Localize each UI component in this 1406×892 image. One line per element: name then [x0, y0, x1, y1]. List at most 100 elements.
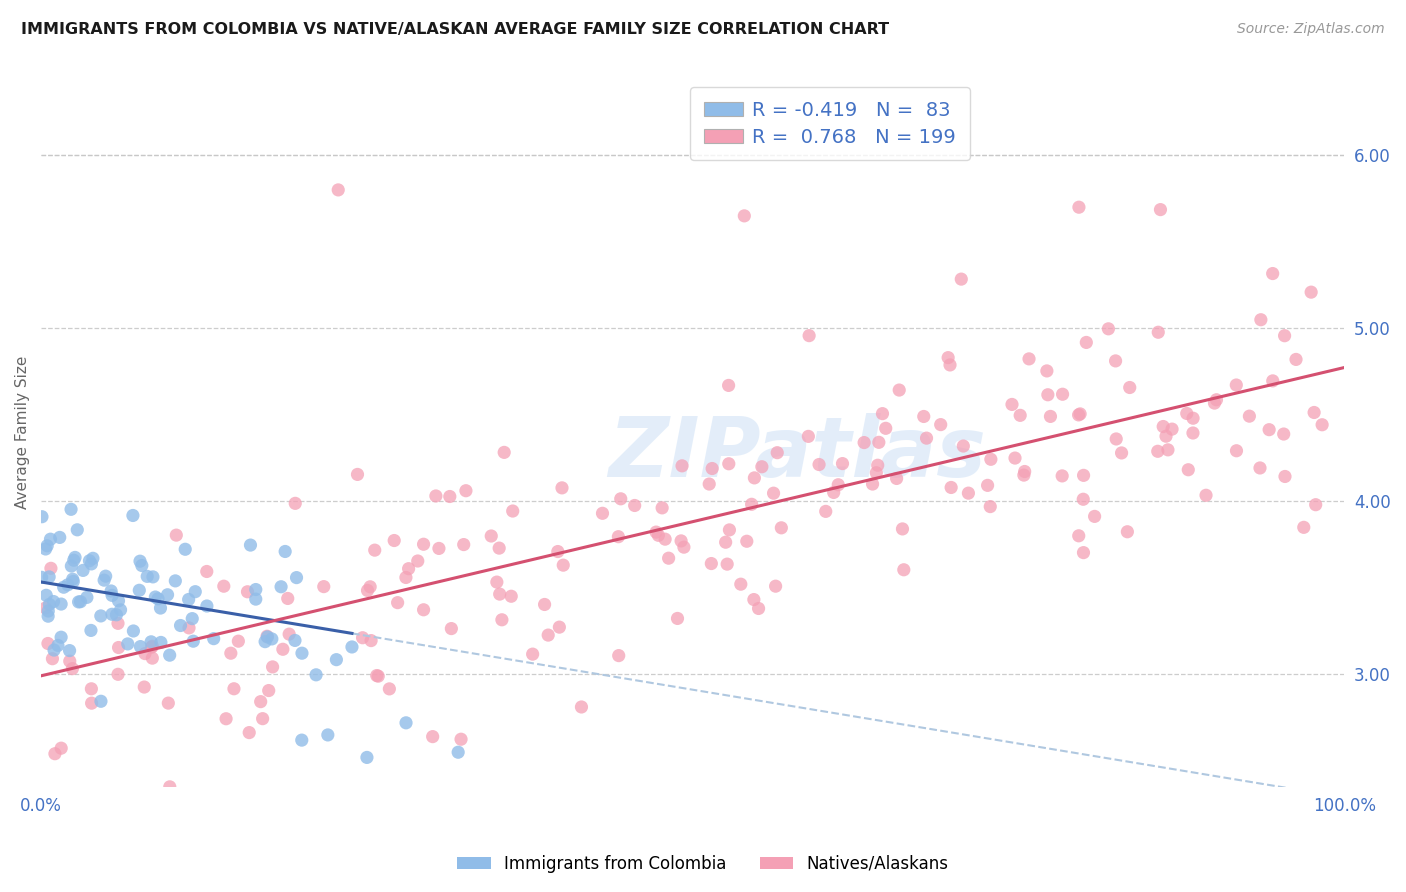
Point	[872, 407, 894, 421]
Point	[254, 634, 277, 648]
Point	[39, 532, 62, 546]
Point	[141, 640, 163, 655]
Point	[1225, 378, 1247, 392]
Point	[184, 584, 207, 599]
Point	[141, 640, 163, 654]
Point	[912, 409, 935, 424]
Text: ZIPatlas: ZIPatlas	[607, 413, 986, 494]
Point	[131, 558, 153, 573]
Point	[63, 550, 86, 565]
Point	[44, 747, 66, 761]
Point	[101, 588, 124, 602]
Point	[1119, 380, 1142, 394]
Point	[395, 715, 418, 730]
Point	[893, 563, 915, 577]
Point	[325, 653, 347, 667]
Point	[41, 651, 63, 665]
Point	[439, 490, 461, 504]
Point	[34, 541, 56, 556]
Point	[1069, 407, 1091, 421]
Point	[260, 632, 283, 646]
Point	[1175, 407, 1198, 421]
Point	[957, 486, 980, 500]
Point	[202, 632, 225, 646]
Point	[165, 528, 187, 542]
Point	[62, 574, 84, 589]
Point	[1157, 442, 1180, 457]
Point	[35, 588, 58, 602]
Point	[765, 579, 787, 593]
Point	[1084, 509, 1107, 524]
Point	[48, 530, 70, 544]
Point	[491, 613, 513, 627]
Point	[1152, 419, 1174, 434]
Point	[651, 500, 673, 515]
Point	[623, 499, 645, 513]
Point	[67, 595, 90, 609]
Point	[929, 417, 952, 432]
Point	[447, 745, 470, 759]
Point	[1104, 354, 1126, 368]
Point	[1147, 325, 1170, 339]
Point	[939, 480, 962, 494]
Point	[236, 584, 259, 599]
Point	[142, 570, 165, 584]
Point	[37, 539, 59, 553]
Point	[94, 569, 117, 583]
Point	[80, 696, 103, 710]
Point	[1272, 427, 1295, 442]
Point	[1067, 200, 1090, 214]
Point	[46, 639, 69, 653]
Point	[440, 622, 463, 636]
Point	[128, 583, 150, 598]
Point	[939, 358, 962, 372]
Point	[157, 696, 180, 710]
Point	[735, 534, 758, 549]
Point	[980, 452, 1002, 467]
Point	[1305, 498, 1327, 512]
Point	[59, 654, 82, 668]
Point	[1149, 202, 1171, 217]
Point	[453, 538, 475, 552]
Point	[751, 459, 773, 474]
Point	[212, 579, 235, 593]
Point	[245, 592, 267, 607]
Point	[1301, 285, 1323, 300]
Point	[1001, 397, 1024, 411]
Point	[714, 535, 737, 549]
Point	[228, 634, 250, 648]
Point	[38, 598, 60, 612]
Point	[976, 478, 998, 492]
Point	[592, 506, 614, 520]
Point	[797, 429, 820, 443]
Point	[284, 633, 307, 648]
Point	[141, 651, 163, 665]
Point	[1261, 267, 1284, 281]
Point	[891, 522, 914, 536]
Point	[915, 431, 938, 445]
Point	[1239, 409, 1261, 424]
Point	[1052, 387, 1074, 401]
Point	[950, 272, 973, 286]
Point	[129, 640, 152, 654]
Point	[669, 533, 692, 548]
Point	[733, 209, 755, 223]
Point	[853, 435, 876, 450]
Point	[159, 648, 181, 662]
Point	[352, 631, 374, 645]
Point	[1161, 422, 1184, 436]
Point	[1010, 409, 1032, 423]
Point	[174, 542, 197, 557]
Point	[702, 461, 724, 475]
Point	[60, 662, 83, 676]
Point	[145, 590, 167, 604]
Point	[1225, 443, 1247, 458]
Point	[718, 523, 741, 537]
Point	[889, 383, 911, 397]
Point	[149, 601, 172, 615]
Point	[38, 570, 60, 584]
Point	[285, 571, 308, 585]
Point	[1050, 469, 1073, 483]
Point	[427, 541, 450, 556]
Point	[1177, 463, 1199, 477]
